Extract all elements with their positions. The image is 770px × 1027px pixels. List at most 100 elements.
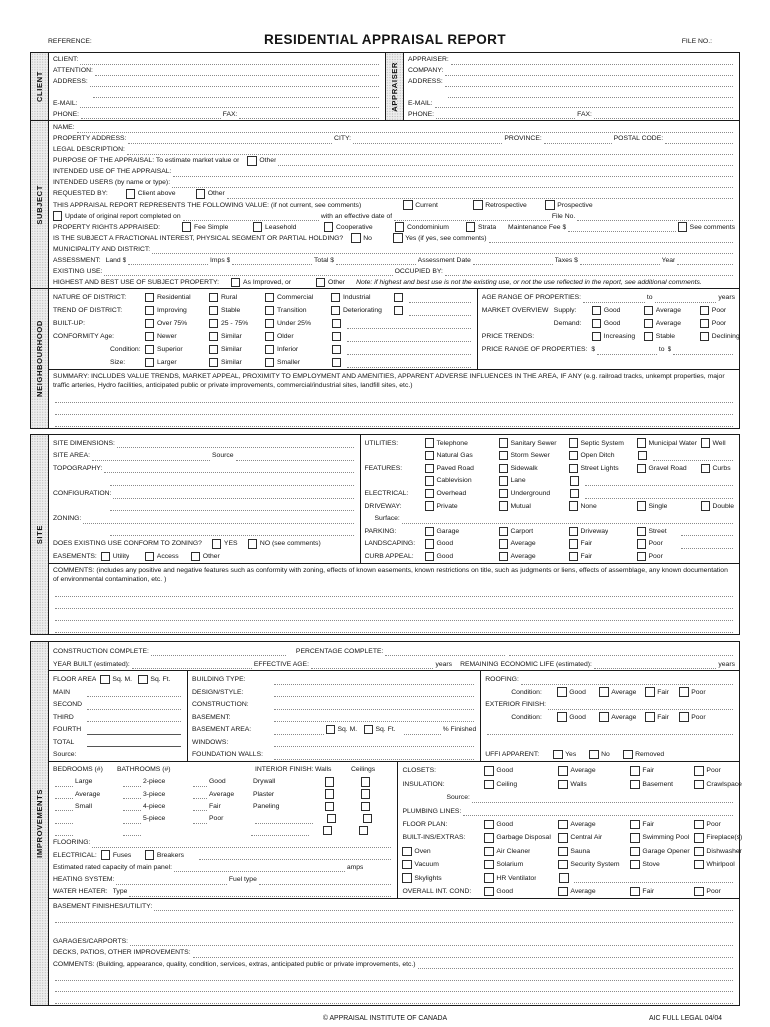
checkbox-security-system[interactable] (558, 860, 568, 870)
checkbox-blank[interactable] (569, 476, 579, 486)
checkbox-similar[interactable] (209, 358, 219, 368)
checkbox-solarium[interactable] (484, 860, 494, 870)
checkbox-poor[interactable] (694, 766, 704, 776)
checkbox-newer[interactable] (145, 332, 155, 342)
fill-line[interactable] (487, 725, 733, 735)
fill-line[interactable] (81, 110, 221, 120)
fill-line[interactable] (394, 212, 550, 222)
fill-line[interactable] (94, 66, 379, 76)
fill-line[interactable] (198, 851, 392, 861)
checkbox-none[interactable] (568, 501, 578, 511)
fill-line[interactable] (129, 887, 392, 897)
fill-line[interactable] (310, 660, 434, 670)
checkbox-client-above[interactable] (125, 189, 136, 199)
fill-line[interactable] (597, 345, 657, 355)
fill-line[interactable] (336, 256, 416, 266)
checkbox-average[interactable] (643, 306, 654, 316)
checkbox-no-see-comments[interactable] (247, 539, 258, 549)
fill-line[interactable] (55, 826, 73, 836)
fill-line[interactable] (55, 611, 733, 621)
fill-line[interactable] (123, 790, 141, 800)
checkbox-access[interactable] (144, 551, 155, 562)
checkbox-mutual[interactable] (498, 501, 508, 511)
checkbox-other[interactable] (247, 156, 257, 166)
checkbox-double[interactable] (700, 501, 710, 511)
fill-line[interactable] (434, 99, 733, 109)
fill-line[interactable] (654, 293, 717, 303)
fill-line[interactable] (278, 156, 733, 166)
fill-line[interactable] (680, 527, 733, 537)
fill-line[interactable] (87, 700, 181, 710)
checkbox-prospective[interactable] (545, 200, 555, 210)
checkbox-no[interactable] (589, 749, 599, 760)
fill-line[interactable] (87, 713, 181, 723)
checkbox-inferior[interactable] (265, 345, 275, 355)
fill-line[interactable] (55, 814, 73, 824)
fill-line[interactable] (130, 937, 733, 947)
fill-line[interactable] (76, 123, 733, 133)
checkbox-whirlpool[interactable] (694, 860, 704, 870)
checkbox-driveway[interactable] (568, 526, 578, 537)
checkbox-ceiling[interactable] (484, 779, 494, 790)
fill-line[interactable] (274, 713, 475, 723)
checkbox-sanitary-sewer[interactable] (498, 438, 508, 448)
checkbox-overhead[interactable] (424, 488, 434, 499)
fill-line[interactable] (193, 790, 207, 800)
fill-line[interactable] (579, 256, 660, 266)
checkbox-well[interactable] (700, 438, 710, 448)
fill-line[interactable] (409, 306, 471, 316)
fill-line[interactable] (126, 145, 733, 155)
checkbox-average[interactable] (498, 551, 508, 562)
checkbox-under-25[interactable] (265, 319, 275, 329)
checkbox-yes-if-yes-see-comments[interactable] (393, 233, 403, 243)
fill-line[interactable] (543, 134, 612, 144)
fill-line[interactable] (104, 267, 393, 277)
checkbox-poor[interactable] (679, 687, 689, 697)
fill-line[interactable] (584, 489, 733, 499)
fill-line[interactable] (347, 332, 471, 342)
checkbox-street-lights[interactable] (568, 463, 578, 474)
checkbox-blank[interactable] (325, 801, 335, 812)
checkbox-over-75[interactable] (145, 319, 155, 329)
checkbox-breakers[interactable] (144, 850, 155, 860)
checkbox-fair[interactable] (630, 766, 640, 776)
checkbox-industrial[interactable] (331, 293, 341, 303)
checkbox-fair[interactable] (630, 886, 640, 897)
checkbox-blank[interactable] (361, 789, 371, 799)
fill-line[interactable] (353, 134, 503, 144)
checkbox-basement[interactable] (630, 779, 640, 790)
checkbox-average[interactable] (643, 319, 654, 329)
checkbox-blank[interactable] (332, 332, 342, 342)
fill-line[interactable] (583, 293, 645, 303)
fill-line[interactable] (92, 451, 210, 461)
fill-line[interactable] (471, 793, 733, 803)
checkbox-poor[interactable] (636, 539, 646, 549)
fill-line[interactable] (401, 514, 733, 524)
fill-line[interactable] (172, 178, 733, 189)
fill-line[interactable] (55, 777, 73, 788)
checkbox-private[interactable] (424, 501, 434, 511)
checkbox-improving[interactable] (145, 306, 155, 316)
checkbox-poor[interactable] (636, 551, 646, 562)
checkbox-blank[interactable] (325, 777, 335, 787)
fill-line[interactable] (173, 167, 733, 177)
checkbox-transition[interactable] (265, 306, 275, 316)
checkbox-walls[interactable] (558, 779, 568, 790)
checkbox-fuses[interactable] (100, 850, 111, 860)
fill-line[interactable] (116, 439, 354, 449)
fill-line[interactable] (274, 688, 475, 698)
checkbox-poor[interactable] (679, 712, 689, 722)
checkbox-swimming-pool[interactable] (630, 833, 640, 843)
checkbox-yes[interactable] (553, 749, 563, 760)
checkbox-garage[interactable] (424, 526, 434, 537)
checkbox-retrospective[interactable] (473, 200, 483, 210)
fill-line[interactable] (55, 405, 733, 415)
fill-line[interactable] (347, 319, 471, 329)
fill-line[interactable] (92, 838, 392, 848)
fill-line[interactable] (239, 110, 380, 120)
fill-line[interactable] (79, 99, 379, 109)
fill-line[interactable] (450, 55, 733, 65)
checkbox-telephone[interactable] (424, 438, 434, 448)
checkbox-as-improved-or[interactable] (231, 277, 241, 288)
checkbox-sidewalk[interactable] (498, 463, 508, 474)
